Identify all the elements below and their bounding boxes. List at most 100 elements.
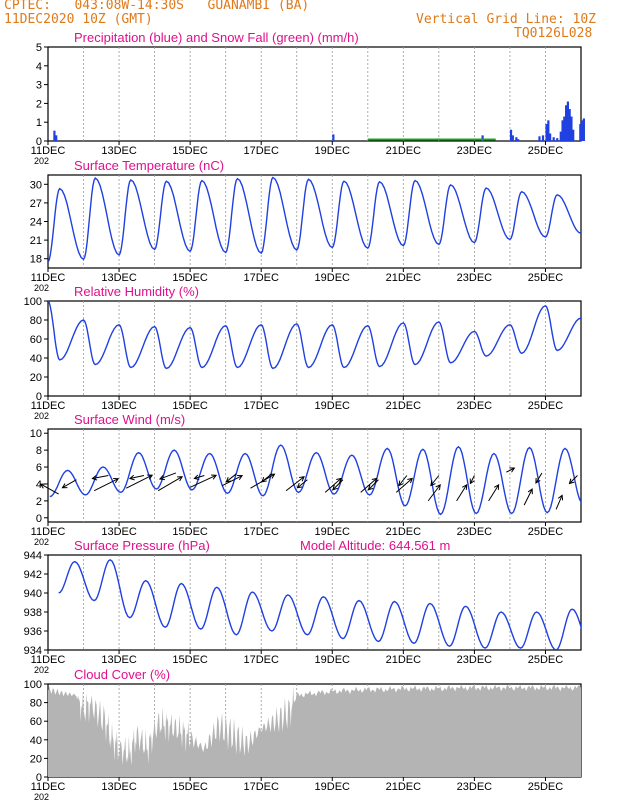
wind-arrow-head: [39, 483, 46, 489]
year-label-precip: 202: [34, 156, 49, 166]
header-model-id: TQ0126L028: [514, 26, 593, 41]
header-grid-line: Vertical Grid Line: 10Z: [416, 12, 597, 27]
x-tick-label-cloud: 15DEC: [172, 781, 208, 793]
y-tick-label-temp: 21: [30, 235, 42, 247]
wind-arrow: [427, 484, 441, 502]
precip-bar: [570, 116, 573, 141]
precip-bar: [53, 130, 56, 141]
precip-bar: [545, 124, 548, 141]
x-tick-label-rh: 13DEC: [101, 400, 137, 412]
x-tick-label-cloud: 25DEC: [528, 781, 564, 793]
precip-bar: [565, 105, 568, 141]
wind-arrow-head: [296, 482, 303, 489]
wind-arrow-head: [430, 480, 436, 487]
precip-bar: [509, 129, 513, 141]
y-tick-label-rh: 100: [24, 296, 42, 308]
x-tick-label-rh: 15DEC: [172, 400, 208, 412]
x-tick-label-wind: 25DEC: [528, 526, 564, 538]
precip-bar: [515, 137, 518, 141]
x-tick-label-temp: 25DEC: [528, 272, 564, 284]
wind-arrow-head: [128, 474, 135, 481]
series-line-pres: [58, 558, 581, 650]
wind-arrow-head: [61, 483, 68, 489]
x-tick-label-temp: 19DEC: [315, 272, 351, 284]
y-tick-label-pres: 938: [24, 607, 42, 619]
x-tick-label-wind: 23DEC: [457, 526, 493, 538]
panel-frame-rh: [47, 300, 582, 397]
y-tick-label-rh: 40: [30, 353, 42, 365]
panel-frame-precip: [47, 46, 582, 142]
wind-arrow-head: [225, 477, 232, 483]
y-tick-label-wind: 10: [30, 428, 42, 440]
x-tick-label-temp: 17DEC: [243, 272, 279, 284]
wind-arrow-head: [469, 478, 475, 485]
wind-arrow: [324, 478, 342, 493]
y-tick-label-temp: 18: [30, 254, 42, 266]
x-tick-label-temp: 11DEC: [31, 272, 66, 284]
x-tick-label-temp: 15DEC: [172, 272, 208, 284]
x-tick-label-precip: 11DEC: [31, 145, 66, 157]
wind-arrow-head: [371, 477, 378, 484]
wind-arrow-head: [509, 467, 516, 473]
precip-bar: [332, 134, 335, 141]
wind-arrow: [430, 475, 440, 486]
wind-arrow: [40, 483, 59, 495]
wind-arrow: [456, 484, 468, 502]
precip-bar: [511, 135, 514, 141]
wind-arrow: [92, 475, 109, 479]
y-tick-label-precip: 0: [36, 136, 42, 148]
precip-bar: [572, 129, 575, 141]
precip-bar: [559, 131, 562, 141]
wind-arrow-head: [557, 494, 564, 501]
x-tick-label-wind: 21DEC: [386, 526, 422, 538]
panel-rh: [44, 300, 582, 400]
wind-arrow: [129, 475, 145, 479]
panel-title-cloud: Cloud Cover (%): [74, 667, 170, 682]
panel-title-pres: Surface Pressure (hPa): [74, 538, 210, 553]
y-tick-label-rh: 20: [30, 372, 42, 384]
x-tick-label-pres: 21DEC: [386, 654, 422, 666]
x-tick-label-precip: 13DEC: [101, 145, 137, 157]
wind-arrow: [62, 479, 77, 489]
wind-arrow-head: [527, 488, 533, 495]
x-tick-label-pres: 23DEC: [457, 654, 493, 666]
wind-arrow: [125, 474, 153, 489]
x-tick-label-temp: 13DEC: [101, 272, 137, 284]
y-tick-label-pres: 942: [24, 569, 42, 581]
panel-title-rh: Relative Humidity (%): [74, 284, 199, 299]
wind-arrow-head: [407, 477, 414, 484]
wind-arrow: [285, 476, 305, 492]
y-tick-label-cloud: 80: [30, 698, 42, 710]
wind-arrow: [368, 479, 379, 491]
x-tick-label-cloud: 17DEC: [243, 781, 279, 793]
y-tick-label-wind: 6: [36, 462, 42, 474]
x-tick-label-precip: 23DEC: [457, 145, 493, 157]
year-label-pres: 202: [34, 665, 49, 675]
y-tick-label-pres: 934: [24, 645, 42, 657]
precip-bar: [549, 133, 552, 141]
panel-frame-pres: [47, 554, 582, 651]
x-tick-label-temp: 21DEC: [386, 272, 422, 284]
wind-arrow: [226, 473, 237, 483]
series-line-temp: [48, 176, 581, 263]
wind-arrow-head: [494, 483, 500, 490]
x-tick-label-cloud: 21DEC: [386, 781, 422, 793]
panel-temp: [44, 174, 582, 272]
x-tick-label-rh: 21DEC: [386, 400, 422, 412]
wind-arrow-head: [568, 478, 575, 485]
wind-arrow: [398, 475, 408, 486]
wind-arrow-head: [211, 474, 218, 480]
wind-arrow-head: [336, 477, 342, 484]
wind-arrow: [569, 475, 578, 484]
wind-arrow-head: [177, 476, 184, 482]
y-tick-label-pres: 936: [24, 626, 42, 638]
y-tick-label-pres: 940: [24, 588, 42, 600]
header-datetime: 11DEC2020 10Z (GMT): [4, 12, 153, 27]
wind-arrow: [189, 474, 217, 488]
year-label-wind: 202: [34, 537, 49, 547]
precip-bar: [566, 101, 569, 141]
header-station: CPTEC: 043:08W-14:30S GUANAMBI (BA): [4, 0, 310, 13]
y-tick-label-cloud: 40: [30, 735, 42, 747]
x-tick-label-rh: 25DEC: [528, 400, 564, 412]
